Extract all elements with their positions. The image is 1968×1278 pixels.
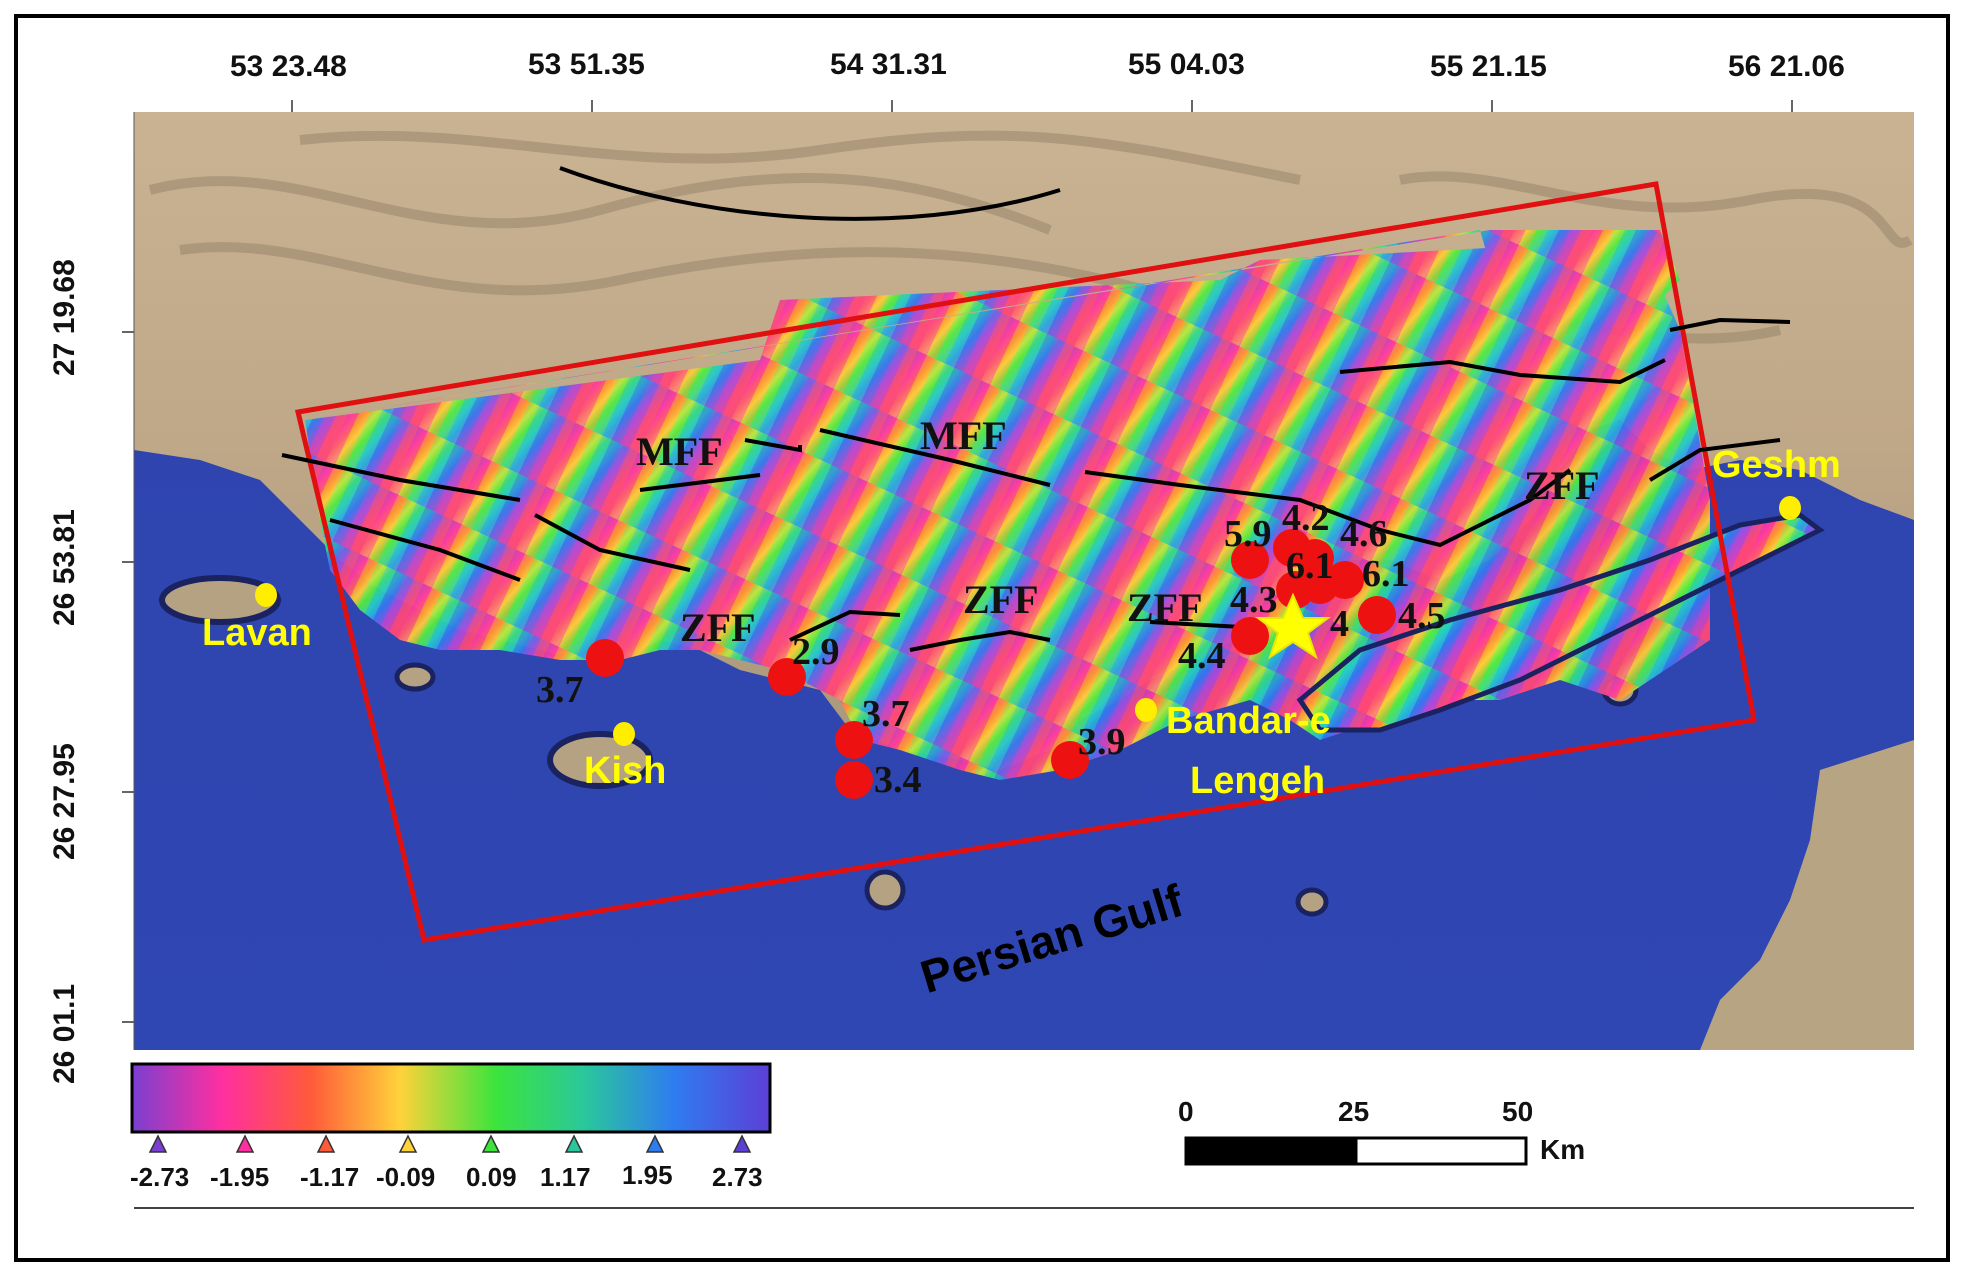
magnitude-label: 3.7 [536, 669, 584, 711]
insar-interferogram [305, 230, 1710, 780]
fault-label: MFF [920, 413, 1007, 458]
place-label-lavan: Lavan [202, 612, 312, 654]
scale-bar-label: 50 [1502, 1096, 1534, 1127]
fault-label: ZFF [963, 577, 1039, 622]
epicenter-marker [768, 658, 806, 696]
fault-label: ZFF [1524, 463, 1600, 508]
colorbar-tick-label: 2.73 [712, 1162, 763, 1192]
colorbar-tick-marker [148, 1134, 168, 1153]
colorbar-tick-label: 1.17 [540, 1162, 591, 1192]
colorbar-tick-marker [564, 1134, 584, 1153]
fault-label: MFF [636, 429, 723, 474]
colorbar-tick-marker [481, 1134, 501, 1153]
satellite-basemap [134, 112, 1914, 1050]
magnitude-label: 4.4 [1178, 635, 1226, 677]
magnitude-label: 4.5 [1398, 595, 1446, 637]
map-frame [14, 14, 1950, 1262]
lon-tick-label: 53 23.48 [230, 50, 347, 83]
colorbar-tick-marker [398, 1134, 418, 1153]
magnitude-label: 5.9 [1224, 513, 1272, 555]
place-label-bandar-line1: Bandar-e [1166, 700, 1331, 742]
scale-bar-label: 25 [1338, 1096, 1370, 1127]
lat-tick-label: 26 01.1 [48, 983, 81, 1084]
epicenter-marker [1276, 571, 1314, 609]
main-shock-star [1255, 592, 1331, 660]
lon-tick-label: 56 21.06 [1728, 50, 1845, 83]
epicenter-marker [835, 761, 873, 799]
colorbar-tick-marker [645, 1134, 665, 1153]
magnitude-label: 3.7 [862, 693, 910, 735]
small-island-2 [864, 869, 906, 911]
place-marker [1779, 496, 1801, 520]
kish-island [547, 731, 653, 789]
lavan-island [159, 575, 281, 625]
study-area-border [294, 181, 1757, 943]
magnitude-label: 4.2 [1282, 497, 1330, 539]
small-island-1 [394, 662, 436, 692]
magnitude-label: 4 [1330, 603, 1349, 645]
colorbar-tick-marker [316, 1134, 336, 1153]
epicenter-marker [1358, 596, 1396, 634]
lon-tick-label: 53 51.35 [528, 48, 645, 81]
lat-tick-label: 27 19.68 [48, 259, 81, 376]
place-label-bandar-line2: Lengeh [1190, 760, 1326, 802]
epicenter-markers [586, 529, 1396, 799]
lon-tick-label: 55 04.03 [1128, 48, 1245, 81]
scale-bar-unit: Km [1540, 1134, 1586, 1165]
eastern-land [1700, 740, 1914, 1050]
lon-tick-label: 54 31.31 [830, 48, 947, 81]
place-label-kish: Kish [584, 750, 667, 792]
place-marker [1135, 698, 1157, 722]
place-label-geshm: Geshm [1712, 444, 1841, 486]
lat-tick-label: 26 27.95 [48, 743, 81, 860]
epicenter-marker [1231, 617, 1269, 655]
colorbar-tick-marker [732, 1134, 752, 1153]
graticule-ticks [122, 100, 1793, 1023]
colorbar-tick-label: -1.17 [300, 1162, 360, 1192]
fault-lines [281, 166, 1791, 652]
epicenter-marker [586, 639, 624, 677]
magnitude-label: 3.4 [874, 759, 922, 801]
colorbar-ticks [148, 1134, 752, 1153]
lat-tick-label: 26 53.81 [48, 509, 81, 626]
colorbar-tick-label: -2.73 [130, 1162, 190, 1192]
colorbar-tick-label: -0.09 [376, 1162, 436, 1192]
place-marker [613, 722, 635, 746]
scale-bar [1184, 1136, 1528, 1166]
place-markers [255, 496, 1801, 746]
colorbar-tick-label: 1.95 [622, 1160, 673, 1190]
fault-label: ZFF [680, 605, 756, 650]
epicenter-marker [835, 721, 873, 759]
small-island-3 [1295, 887, 1329, 917]
place-marker [255, 583, 277, 607]
epicenter-marker [1051, 741, 1089, 779]
colorbar-tick-label: -1.95 [210, 1162, 270, 1192]
magnitude-label: 6.1 [1286, 545, 1334, 587]
magnitude-label: 3.9 [1078, 721, 1126, 763]
geshm-island [1296, 512, 1825, 733]
colorbar-tick-marker [235, 1134, 255, 1153]
scale-bar-label: 0 [1178, 1096, 1194, 1127]
magnitude-label: 2.9 [792, 631, 840, 673]
colorbar-tick-label: 0.09 [466, 1162, 517, 1192]
epicenter-marker [1231, 541, 1269, 579]
colorbar [130, 1062, 772, 1134]
magnitude-label: 4.6 [1340, 513, 1388, 555]
magnitude-label: 4.3 [1230, 579, 1278, 621]
fault-label: ZFF [1127, 585, 1203, 630]
epicenter-marker [1326, 561, 1364, 599]
lon-tick-label: 55 21.15 [1430, 50, 1547, 83]
magnitude-label: 6.1 [1362, 553, 1410, 595]
